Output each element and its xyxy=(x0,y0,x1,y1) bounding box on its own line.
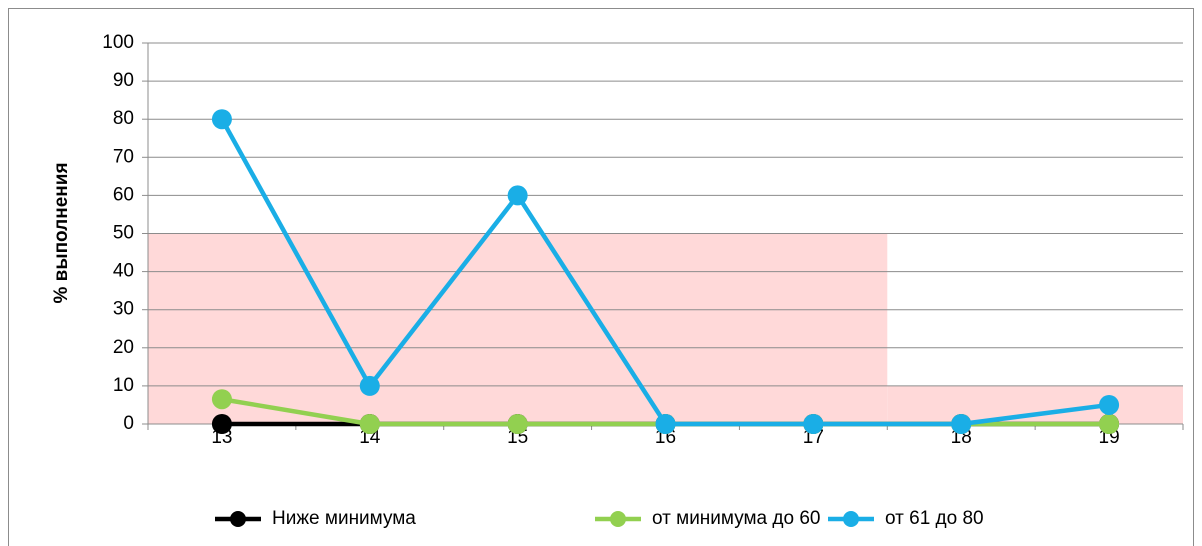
data-point xyxy=(507,185,528,206)
y-tick-label: 10 xyxy=(113,375,134,396)
y-tick-label: 90 xyxy=(113,70,134,91)
legend-marker xyxy=(843,511,859,527)
y-tick-label: 80 xyxy=(113,108,134,129)
y-axis-label: % выполнения xyxy=(51,162,72,303)
shaded-band xyxy=(887,385,1183,424)
legend-label: от 61 до 80 xyxy=(885,508,984,529)
data-point xyxy=(211,414,232,434)
y-tick-label: 100 xyxy=(102,32,134,53)
data-point xyxy=(803,414,824,434)
data-point xyxy=(1099,414,1120,434)
shaded-band xyxy=(148,233,888,424)
legend-label: от минимума до 60 xyxy=(652,508,820,529)
data-point xyxy=(359,375,380,396)
legend-marker xyxy=(610,511,626,527)
y-tick-label: 50 xyxy=(113,223,134,244)
y-tick-label: 70 xyxy=(113,146,134,167)
data-point xyxy=(655,414,676,434)
data-point xyxy=(1099,394,1120,415)
y-tick-label: 20 xyxy=(113,337,134,358)
y-tick-label: 0 xyxy=(123,413,134,434)
data-point xyxy=(359,414,380,434)
y-tick-label: 40 xyxy=(113,261,134,282)
data-point xyxy=(211,109,232,130)
legend-label: Ниже минимума xyxy=(272,508,416,529)
y-tick-label: 60 xyxy=(113,184,134,205)
data-point xyxy=(211,389,232,410)
y-tick-label: 30 xyxy=(113,299,134,320)
legend-marker xyxy=(230,511,246,527)
data-point xyxy=(507,414,528,434)
data-point xyxy=(951,414,972,434)
